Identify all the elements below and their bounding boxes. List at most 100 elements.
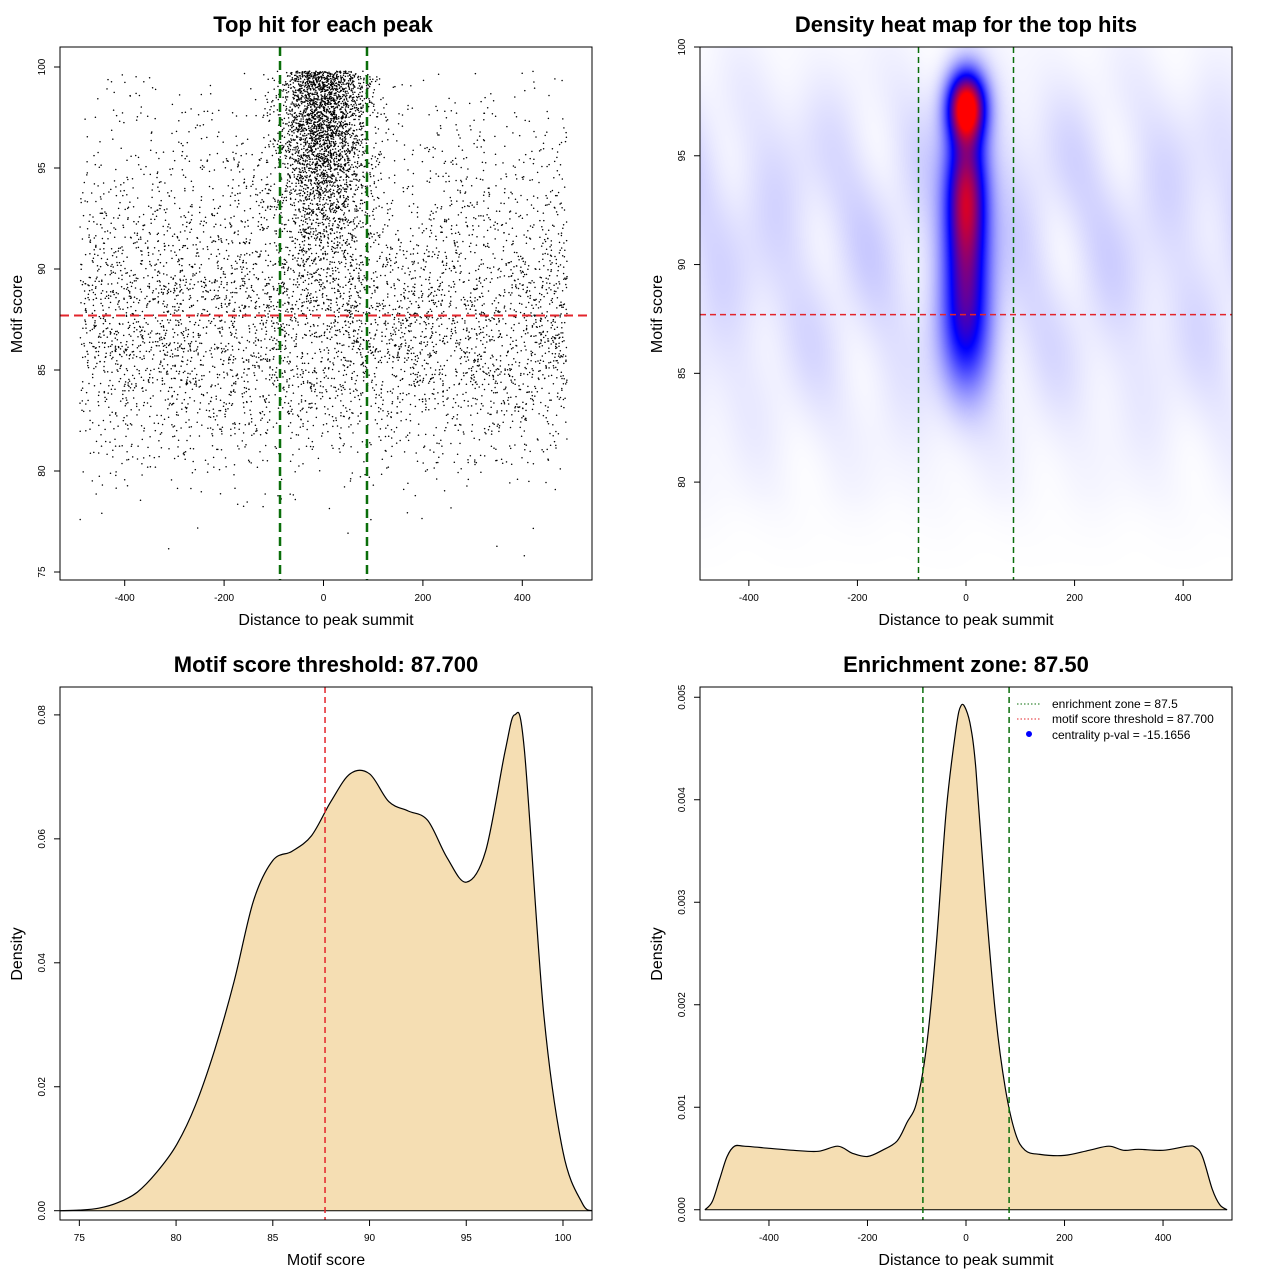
scatter-point — [183, 398, 186, 401]
scatter-point — [127, 401, 129, 404]
scatter-point — [85, 391, 88, 394]
scatter-point — [306, 322, 309, 324]
scatter-point — [340, 295, 342, 297]
scatter-point — [190, 356, 193, 359]
scatter-point — [495, 369, 497, 371]
scatter-point — [314, 300, 317, 302]
scatter-point — [503, 373, 506, 375]
scatter-point — [356, 337, 359, 340]
scatter-point — [187, 333, 190, 335]
scatter-point — [182, 334, 185, 336]
scatter-point — [541, 312, 543, 314]
scatter-point — [295, 433, 298, 436]
scatter-point — [456, 371, 458, 374]
scatter-point — [456, 414, 459, 416]
scatter-point — [267, 282, 269, 285]
scatter-point — [527, 230, 529, 232]
scatter-point — [514, 285, 517, 288]
scatter-point — [390, 286, 392, 289]
scatter-point — [341, 234, 344, 237]
scatter-point — [171, 167, 174, 170]
scatter-point — [412, 346, 414, 349]
scatter-point — [504, 187, 506, 190]
scatter-point — [544, 252, 546, 255]
scatter-point — [482, 194, 485, 196]
scatter-point — [157, 367, 160, 370]
scatter-point — [381, 251, 383, 254]
scatter-point — [93, 154, 95, 157]
scatter-point — [96, 264, 99, 267]
scatter-point — [448, 386, 451, 389]
scatter-point — [562, 223, 565, 226]
scatter-point — [163, 305, 166, 308]
scatter-point — [309, 325, 312, 328]
scatter-point — [288, 377, 291, 380]
scatter-point — [537, 307, 540, 309]
scatter-point — [504, 291, 506, 294]
scatter-point — [497, 229, 499, 231]
scatter-point — [199, 408, 201, 410]
scatter-point — [260, 319, 263, 322]
scatter-point — [326, 268, 328, 270]
scatter-point — [245, 359, 248, 361]
scatter-point — [374, 419, 377, 421]
scatter-point — [212, 428, 214, 431]
scatter-point — [268, 145, 270, 148]
scatter-point — [428, 380, 431, 383]
scatter-point — [493, 423, 495, 426]
scatter-point — [350, 400, 352, 403]
scatter-point — [310, 390, 313, 392]
scatter-point — [469, 308, 472, 310]
scatter-point — [412, 286, 414, 288]
scatter-point — [265, 259, 267, 262]
scatter-point — [261, 206, 264, 208]
scatter-point — [332, 207, 334, 210]
scatter-point — [126, 283, 128, 285]
scatter-point — [514, 444, 516, 446]
scatter-point — [400, 322, 402, 324]
scatter-point — [220, 238, 222, 240]
scatter-point — [142, 338, 144, 340]
scatter-point — [136, 368, 138, 371]
scatter-point — [267, 254, 270, 257]
scatter-point — [414, 394, 416, 397]
scatter-point — [429, 272, 431, 274]
scatter-point — [544, 334, 547, 337]
scatter-point — [80, 302, 82, 304]
scatter-point — [444, 218, 446, 221]
scatter-point — [271, 369, 274, 371]
scatter-point — [209, 313, 211, 315]
scatter-point — [242, 168, 244, 170]
scatter-point — [243, 254, 246, 256]
scatter-point — [393, 318, 395, 321]
scatter-point — [109, 295, 112, 297]
scatter-point — [348, 416, 351, 419]
scatter-point — [104, 440, 107, 443]
scatter-point — [167, 398, 169, 400]
scatter-point — [546, 311, 548, 313]
scatter-point — [385, 120, 388, 122]
scatter-point — [162, 293, 164, 295]
scatter-point — [552, 360, 555, 362]
scatter-point — [202, 394, 205, 397]
scatter-point — [244, 282, 246, 285]
scatter-point — [228, 327, 231, 329]
scatter-point — [163, 288, 166, 290]
scatter-point — [361, 209, 363, 212]
scatter-point — [420, 343, 422, 345]
scatter-point — [382, 228, 384, 230]
scatter-point — [520, 272, 523, 274]
scatter-point — [438, 250, 440, 253]
scatter-point — [460, 299, 463, 301]
scatter-point — [430, 291, 433, 294]
scatter-point — [529, 179, 531, 181]
scatter-point — [117, 292, 119, 295]
scatter-point — [158, 181, 161, 184]
scatter-point — [141, 310, 144, 313]
scatter-point — [333, 357, 336, 359]
scatter-point — [179, 291, 181, 293]
scatter-point — [320, 397, 322, 400]
scatter-point — [558, 337, 560, 340]
scatter-point — [165, 286, 167, 288]
scatter-point — [439, 282, 442, 285]
